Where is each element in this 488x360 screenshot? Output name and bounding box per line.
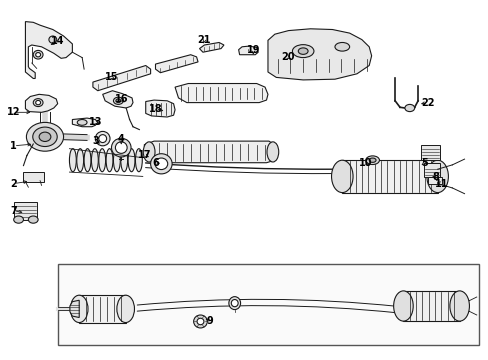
Ellipse shape [231,300,238,307]
Ellipse shape [365,156,379,165]
Text: 10: 10 [358,158,372,168]
Text: 12: 12 [7,107,20,117]
Text: 5: 5 [420,158,427,168]
Ellipse shape [115,142,127,153]
Ellipse shape [116,99,121,103]
Ellipse shape [292,45,313,58]
Polygon shape [70,300,79,318]
Text: 15: 15 [104,72,118,82]
Ellipse shape [266,142,278,162]
Polygon shape [175,84,267,103]
Polygon shape [199,42,224,52]
Polygon shape [144,141,277,163]
Text: 13: 13 [88,117,102,127]
Ellipse shape [70,295,88,323]
Ellipse shape [331,160,352,193]
Polygon shape [93,66,150,91]
Ellipse shape [39,132,51,141]
Ellipse shape [28,216,38,223]
Bar [14,202,37,220]
Polygon shape [145,100,175,117]
Bar [58,264,478,345]
Ellipse shape [33,127,57,147]
Ellipse shape [121,149,127,172]
Ellipse shape [106,149,113,172]
Text: 7: 7 [10,206,17,216]
Ellipse shape [228,297,240,310]
Ellipse shape [77,120,87,125]
Ellipse shape [135,149,142,172]
Text: 22: 22 [420,98,434,108]
Text: 8: 8 [432,172,439,182]
Polygon shape [25,94,58,112]
Ellipse shape [99,135,106,143]
Text: 2: 2 [10,179,17,189]
Text: 4: 4 [118,134,124,144]
Ellipse shape [36,53,41,57]
Text: 21: 21 [197,35,211,45]
Bar [23,172,44,182]
Ellipse shape [49,36,57,43]
Ellipse shape [426,160,447,193]
Text: 6: 6 [152,158,159,168]
Ellipse shape [77,149,83,172]
Ellipse shape [150,154,172,174]
Bar [79,295,125,323]
Polygon shape [72,118,98,127]
Polygon shape [102,91,133,108]
Text: 16: 16 [114,94,128,104]
Text: 14: 14 [51,36,64,46]
Ellipse shape [99,149,105,172]
Ellipse shape [113,149,120,172]
Ellipse shape [36,100,41,105]
Bar [420,145,439,160]
Text: 3: 3 [92,136,99,146]
Ellipse shape [449,291,468,321]
Ellipse shape [193,315,207,328]
Text: 20: 20 [280,52,294,62]
Ellipse shape [113,97,123,104]
Ellipse shape [404,104,414,112]
Polygon shape [267,29,371,80]
Ellipse shape [69,149,76,172]
Ellipse shape [128,149,135,172]
Ellipse shape [143,142,155,162]
Text: 18: 18 [148,104,162,114]
Text: 1: 1 [10,141,17,151]
Bar [424,163,439,177]
Ellipse shape [33,99,43,107]
Polygon shape [238,46,258,55]
Ellipse shape [298,48,307,54]
Polygon shape [155,55,198,73]
Ellipse shape [111,138,131,157]
Bar [427,177,441,184]
Ellipse shape [95,131,110,146]
Text: 17: 17 [137,150,151,160]
Text: 19: 19 [246,45,260,55]
Ellipse shape [117,295,134,323]
Ellipse shape [91,149,98,172]
Ellipse shape [84,149,91,172]
Bar [403,291,459,321]
Ellipse shape [26,122,63,151]
Text: 11: 11 [434,179,447,189]
Ellipse shape [334,42,349,51]
Ellipse shape [33,50,43,59]
Ellipse shape [393,291,412,321]
Ellipse shape [197,318,203,325]
Polygon shape [25,22,72,78]
Text: 9: 9 [206,316,213,326]
Bar [342,160,437,193]
Ellipse shape [14,216,23,223]
Ellipse shape [368,158,375,162]
Ellipse shape [155,158,167,170]
